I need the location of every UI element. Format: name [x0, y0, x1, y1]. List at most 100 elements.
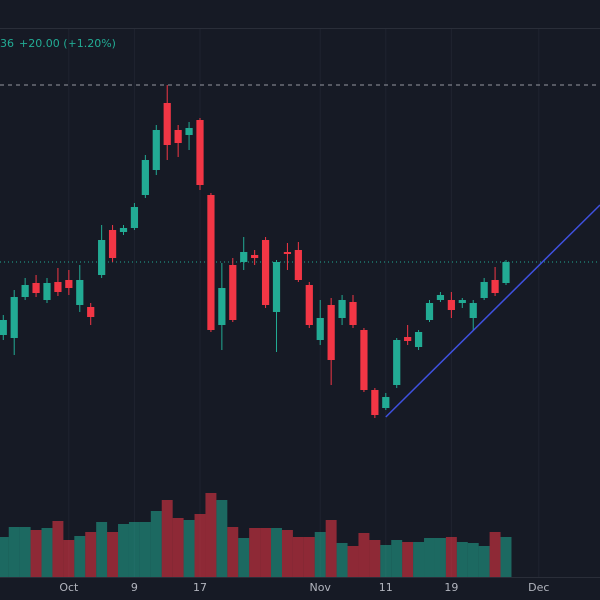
x-tick-label: 17 [193, 581, 207, 594]
candle-body [327, 305, 335, 360]
candle-body [108, 230, 117, 258]
candle-body [393, 340, 401, 385]
volume-bar [467, 543, 479, 577]
candle-body [469, 303, 477, 318]
candle-body [272, 262, 281, 312]
candle-body [119, 228, 128, 232]
candle-body [43, 283, 51, 300]
volume-bar [0, 537, 9, 577]
volume-bar [380, 545, 392, 577]
volume-bar [85, 532, 97, 577]
candle-body [141, 160, 149, 195]
candle-body [65, 280, 73, 288]
candle-body [207, 195, 215, 330]
volume-bar [172, 518, 184, 577]
volume-bar [456, 542, 468, 577]
candle-body [261, 240, 270, 305]
volume-bar [489, 532, 501, 577]
marks [0, 84, 600, 577]
x-tick-label: 19 [444, 581, 458, 594]
volume-bar [63, 540, 75, 577]
volume-bar [52, 521, 64, 577]
candle-body [152, 130, 160, 170]
candle-body [130, 207, 139, 228]
volume-bar [216, 500, 228, 577]
volume-bar [194, 514, 206, 577]
candle-body [76, 280, 84, 305]
candle-body [32, 283, 40, 293]
candle-body [218, 288, 226, 325]
x-tick-label: Dec [528, 581, 549, 594]
volume-bar [238, 538, 250, 577]
volume-bar [303, 537, 315, 577]
candle-body [240, 252, 248, 262]
candle-body [360, 330, 368, 390]
volume-bar [19, 527, 31, 577]
volume-bar [314, 532, 326, 577]
volume-bar [139, 522, 151, 577]
candle-body [502, 262, 510, 283]
candle-body [316, 318, 324, 340]
x-tick-label: Nov [309, 581, 331, 594]
candle-body [491, 280, 499, 293]
candle-body [21, 285, 29, 297]
candle-body [371, 390, 379, 415]
candle-body [305, 285, 313, 325]
candle-body [251, 255, 259, 258]
candle-body [447, 300, 455, 310]
candle-body [283, 252, 292, 254]
x-tick-label: 11 [379, 581, 393, 594]
trend-line [385, 204, 600, 418]
candle-body [54, 282, 62, 292]
volume-bar [413, 542, 425, 577]
price-change: +20.00 (+1.20%) [19, 37, 116, 50]
candle-body [425, 303, 434, 320]
candle-body [294, 250, 302, 280]
volume-bar [107, 532, 119, 577]
candle-body [229, 265, 237, 320]
volume-bar [205, 493, 217, 577]
volume-bar [183, 520, 195, 577]
volume-bar [118, 524, 129, 577]
volume-bar [227, 527, 239, 577]
volume-bar [434, 538, 446, 577]
candle-body [349, 302, 357, 325]
volume-bar [74, 536, 86, 577]
candle-body [404, 337, 412, 341]
volume-bar [150, 511, 162, 577]
volume-bar [41, 528, 53, 577]
candle-body [414, 332, 423, 347]
volume-bar [271, 528, 282, 577]
volume-bar [358, 533, 370, 577]
candle-body [0, 320, 7, 335]
volume-bar [391, 540, 403, 577]
candle-body [480, 282, 488, 298]
candle-body [436, 295, 445, 300]
volume-bar [281, 530, 293, 577]
x-tick-label: Oct [59, 581, 79, 594]
candle-body [98, 240, 106, 275]
volume-bar [161, 500, 173, 577]
volume-bar [369, 540, 381, 577]
volume-bar [249, 528, 261, 577]
volume-bar [336, 543, 348, 577]
candle-body [185, 128, 193, 135]
volume-bar [128, 522, 140, 577]
volume-bar [424, 538, 435, 577]
volume-bar [347, 546, 359, 577]
volume-bar [260, 528, 272, 577]
candle-body [338, 300, 346, 318]
volume-bar [402, 542, 414, 577]
candle-body [174, 130, 182, 143]
candle-body [458, 300, 466, 303]
price-fragment: 36 [0, 37, 14, 50]
candle-body [163, 103, 171, 145]
volume-bar [30, 530, 42, 577]
volume-bar [478, 546, 490, 577]
volume-bar [96, 522, 108, 577]
x-tick-label: 9 [131, 581, 138, 594]
candle-body [196, 120, 204, 185]
candle-body [382, 397, 390, 408]
